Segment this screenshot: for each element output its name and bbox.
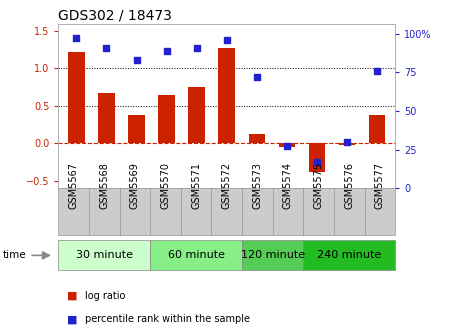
Bar: [303, 240, 395, 270]
Text: GSM5576: GSM5576: [344, 162, 354, 209]
Bar: [68, 52, 85, 143]
Text: GSM5567: GSM5567: [69, 162, 79, 209]
Point: [343, 139, 351, 144]
Text: log ratio: log ratio: [85, 291, 126, 301]
Bar: [219, 48, 235, 143]
Bar: [273, 188, 303, 235]
Point: [73, 36, 80, 41]
Bar: [119, 188, 150, 235]
Bar: [339, 143, 355, 145]
Bar: [58, 188, 89, 235]
Bar: [128, 115, 145, 143]
Bar: [158, 95, 175, 143]
Bar: [308, 143, 325, 172]
Bar: [98, 93, 115, 143]
Point: [193, 45, 200, 50]
Bar: [58, 240, 150, 270]
Bar: [150, 240, 242, 270]
Bar: [365, 188, 395, 235]
Text: GSM5569: GSM5569: [130, 162, 140, 209]
Text: ■: ■: [67, 314, 78, 324]
Bar: [369, 115, 385, 143]
Bar: [334, 188, 365, 235]
Text: time: time: [2, 250, 26, 260]
Text: 30 minute: 30 minute: [76, 250, 133, 260]
Point: [223, 37, 230, 43]
Point: [313, 159, 321, 165]
Text: GSM5571: GSM5571: [191, 162, 201, 209]
Text: GDS302 / 18473: GDS302 / 18473: [58, 8, 172, 23]
Text: 240 minute: 240 minute: [317, 250, 381, 260]
Point: [253, 74, 260, 80]
Point: [374, 68, 381, 74]
Bar: [150, 188, 181, 235]
Bar: [242, 188, 273, 235]
Text: GSM5575: GSM5575: [313, 162, 324, 209]
Text: GSM5572: GSM5572: [222, 162, 232, 209]
Text: ■: ■: [67, 291, 78, 301]
Point: [133, 57, 140, 63]
Bar: [89, 188, 119, 235]
Bar: [189, 87, 205, 143]
Text: percentile rank within the sample: percentile rank within the sample: [85, 314, 250, 324]
Text: GSM5573: GSM5573: [252, 162, 262, 209]
Text: 120 minute: 120 minute: [241, 250, 305, 260]
Text: GSM5577: GSM5577: [375, 162, 385, 209]
Bar: [181, 188, 211, 235]
Bar: [211, 188, 242, 235]
Point: [283, 144, 291, 149]
Bar: [249, 134, 265, 143]
Text: GSM5568: GSM5568: [99, 162, 109, 209]
Bar: [242, 240, 303, 270]
Text: 60 minute: 60 minute: [167, 250, 224, 260]
Point: [103, 45, 110, 50]
Point: [163, 48, 170, 53]
Text: GSM5570: GSM5570: [161, 162, 171, 209]
Bar: [303, 188, 334, 235]
Bar: [279, 143, 295, 147]
Text: GSM5574: GSM5574: [283, 162, 293, 209]
